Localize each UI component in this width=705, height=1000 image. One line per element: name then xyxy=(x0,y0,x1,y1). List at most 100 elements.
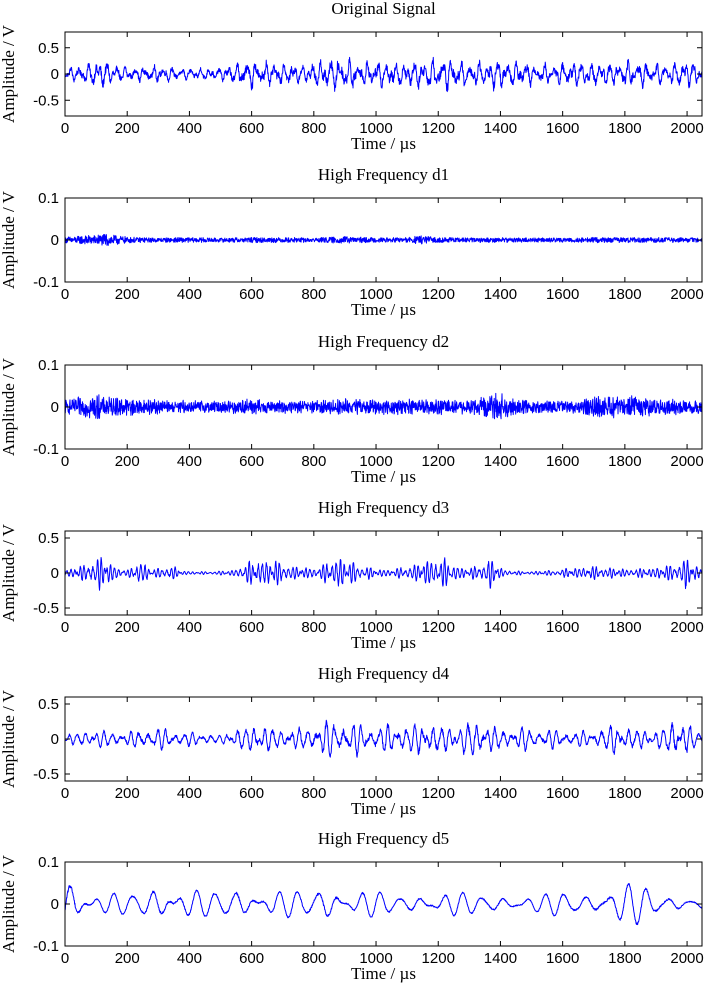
y-tick-label: 0.5 xyxy=(38,40,59,57)
x-tick-label: 400 xyxy=(177,286,202,303)
x-tick-label: 800 xyxy=(301,619,326,636)
x-tick-label: 1600 xyxy=(546,950,579,967)
y-tick-label: -0.5 xyxy=(33,766,59,783)
x-tick-label: 1800 xyxy=(608,950,641,967)
x-tick-label: 1600 xyxy=(546,286,579,303)
y-axis-label: Amplitude / V xyxy=(0,190,18,289)
x-tick-label: 400 xyxy=(177,453,202,470)
x-tick-label: 1800 xyxy=(608,619,641,636)
x-tick-label: 400 xyxy=(177,120,202,137)
signal-trace xyxy=(64,392,703,420)
x-tick-label: 1400 xyxy=(484,286,517,303)
subplot-3: 0 200 400 600 800 1000 1200 1400 1600 1800 2000 0.1… xyxy=(0,332,704,486)
y-tick-label: 0 xyxy=(51,232,59,249)
x-tick-label: 1600 xyxy=(546,619,579,636)
chart-title: High Frequency d5 xyxy=(318,829,449,848)
x-tick-label: 600 xyxy=(239,785,264,802)
chart-title: High Frequency d1 xyxy=(318,165,449,184)
subplot-5: 0 200 400 600 800 1000 1200 1400 1600 1800 2000 0.5… xyxy=(0,664,704,818)
x-tick-label: 800 xyxy=(301,950,326,967)
x-tick-label: 600 xyxy=(239,453,264,470)
y-tick-label: -0.1 xyxy=(33,938,59,955)
x-tick-label: 1600 xyxy=(546,453,579,470)
x-tick-label: 0 xyxy=(61,950,69,967)
y-tick-label: 0 xyxy=(51,399,59,416)
x-tick-label: 0 xyxy=(61,619,69,636)
x-tick-label: 400 xyxy=(177,785,202,802)
x-tick-label: 1800 xyxy=(608,453,641,470)
x-tick-label: 0 xyxy=(61,453,69,470)
subplot-2: 0 200 400 600 800 1000 1200 1400 1600 1800 2000 0.1… xyxy=(0,165,704,319)
y-tick-label: 0.1 xyxy=(38,190,59,207)
x-tick-label: 1200 xyxy=(422,950,455,967)
x-tick-label: 1600 xyxy=(546,120,579,137)
y-axis-label: Amplitude / V xyxy=(0,523,18,622)
x-tick-label: 1800 xyxy=(608,785,641,802)
y-tick-label: -0.5 xyxy=(33,92,59,109)
x-tick-label: 1800 xyxy=(608,286,641,303)
x-tick-label: 1000 xyxy=(359,950,392,967)
x-axis-label: Time / µs xyxy=(351,964,416,983)
x-tick-label: 1400 xyxy=(484,619,517,636)
x-tick-label: 1000 xyxy=(359,453,392,470)
y-axis-label: Amplitude / V xyxy=(0,357,18,456)
subplot-1: 0 200 400 600 800 1000 1200 1400 1600 1800 2000 0.5… xyxy=(0,0,704,153)
y-tick-label: 0.5 xyxy=(38,696,59,713)
x-tick-label: 1600 xyxy=(546,785,579,802)
x-tick-label: 1000 xyxy=(359,120,392,137)
x-tick-label: 2000 xyxy=(670,120,703,137)
y-axis-label: Amplitude / V xyxy=(0,24,18,123)
x-tick-label: 600 xyxy=(239,286,264,303)
x-tick-label: 2000 xyxy=(670,785,703,802)
chart-title: Original Signal xyxy=(331,0,436,18)
x-tick-label: 2000 xyxy=(670,453,703,470)
signal-trace xyxy=(64,234,703,246)
y-axis-label: Amplitude / V xyxy=(0,689,18,788)
x-tick-label: 800 xyxy=(301,453,326,470)
x-axis-label: Time / µs xyxy=(351,633,416,652)
x-tick-label: 1000 xyxy=(359,619,392,636)
x-axis-label: Time / µs xyxy=(351,134,416,153)
x-tick-label: 200 xyxy=(115,286,140,303)
x-tick-label: 1200 xyxy=(422,619,455,636)
x-tick-label: 400 xyxy=(177,950,202,967)
x-tick-label: 800 xyxy=(301,286,326,303)
x-tick-label: 200 xyxy=(115,453,140,470)
subplot-4: 0 200 400 600 800 1000 1200 1400 1600 1800 2000 0.5… xyxy=(0,498,704,652)
x-tick-label: 600 xyxy=(239,619,264,636)
x-tick-label: 600 xyxy=(239,950,264,967)
x-tick-label: 200 xyxy=(115,120,140,137)
signal-trace xyxy=(64,719,703,758)
x-tick-label: 2000 xyxy=(670,950,703,967)
x-axis-label: Time / µs xyxy=(351,467,416,486)
y-tick-label: 0.1 xyxy=(38,854,59,871)
x-tick-label: 1400 xyxy=(484,453,517,470)
y-tick-label: 0 xyxy=(51,896,59,913)
x-tick-label: 1000 xyxy=(359,286,392,303)
x-tick-label: 400 xyxy=(177,619,202,636)
x-tick-label: 800 xyxy=(301,120,326,137)
x-tick-label: 0 xyxy=(61,286,69,303)
subplot-6: 0 200 400 600 800 1000 1200 1400 1600 1800 2000 0.1… xyxy=(0,829,704,983)
x-tick-label: 200 xyxy=(115,785,140,802)
x-tick-label: 800 xyxy=(301,785,326,802)
y-tick-label: 0 xyxy=(51,565,59,582)
y-tick-label: 0.1 xyxy=(38,357,59,374)
chart-title: High Frequency d3 xyxy=(318,498,449,517)
x-tick-label: 1800 xyxy=(608,120,641,137)
x-tick-label: 1400 xyxy=(484,785,517,802)
x-tick-label: 1000 xyxy=(359,785,392,802)
x-tick-label: 1200 xyxy=(422,785,455,802)
x-tick-label: 0 xyxy=(61,785,69,802)
chart-title: High Frequency d4 xyxy=(318,664,450,683)
x-tick-label: 1400 xyxy=(484,120,517,137)
signal-trace xyxy=(64,883,703,926)
signal-trace xyxy=(64,56,703,93)
y-tick-label: -0.1 xyxy=(33,274,59,291)
x-tick-label: 1200 xyxy=(422,286,455,303)
x-tick-label: 2000 xyxy=(670,619,703,636)
y-tick-label: 0 xyxy=(51,731,59,748)
